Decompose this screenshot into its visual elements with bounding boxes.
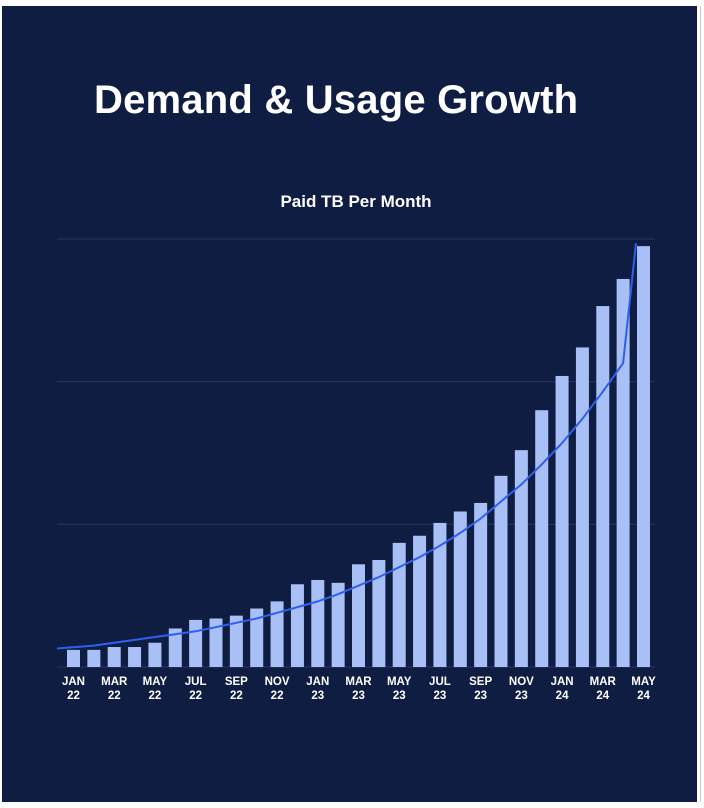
bar-may-23 [392, 542, 406, 667]
bar-apr-22 [128, 647, 142, 667]
bar-aug-23 [453, 511, 467, 667]
bar-jan-24 [555, 375, 569, 667]
x-tick-label: JUL 23 [429, 676, 451, 702]
bar-jun-23 [413, 535, 427, 667]
x-tick-label: SEP 22 [225, 676, 248, 702]
bar-sep-23 [474, 502, 488, 667]
page-title: Demand & Usage Growth [94, 78, 579, 122]
x-tick-label: JAN 23 [306, 676, 329, 702]
bar-nov-23 [514, 450, 528, 667]
x-tick-label: MAR 22 [101, 676, 128, 702]
bar-aug-22 [209, 618, 223, 667]
bar-may-24 [637, 246, 650, 667]
bar-jul-23 [433, 522, 447, 667]
x-tick-label: JUL 22 [185, 676, 207, 702]
bars [67, 246, 650, 667]
bar-feb-24 [575, 347, 589, 667]
x-tick-label: NOV 23 [509, 676, 534, 702]
bar-may-22 [148, 642, 162, 667]
bar-apr-24 [616, 278, 630, 667]
bar-jun-22 [168, 628, 182, 667]
x-tick-label: MAY 22 [143, 676, 168, 702]
bar-dec-23 [535, 410, 549, 667]
bar-jul-22 [189, 619, 203, 667]
page-edge-divider [700, 6, 701, 802]
x-tick-label: NOV 22 [265, 676, 290, 702]
bar-sep-22 [229, 615, 243, 667]
x-tick-label: MAY 23 [387, 676, 412, 702]
bar-mar-24 [596, 306, 610, 667]
bar-oct-22 [250, 608, 264, 667]
bar-oct-23 [494, 475, 508, 667]
bar-mar-22 [107, 647, 121, 667]
bar-apr-23 [372, 560, 386, 667]
bar-jan-22 [67, 649, 80, 667]
trend-line [56, 243, 637, 650]
bar-feb-22 [87, 649, 101, 667]
bar-mar-23 [352, 564, 365, 667]
x-axis-ticks: JAN 22 MAR 22 MAY 22 JUL 22 SEP 22 NOV 22 JAN 23 MAR 23… [62, 676, 656, 702]
bar-feb-23 [331, 582, 345, 667]
x-tick-label: MAR 24 [590, 676, 617, 702]
chart-title: Paid TB Per Month [280, 192, 431, 211]
bar-jan-23 [311, 579, 325, 667]
x-tick-label: MAR 23 [345, 676, 372, 702]
x-tick-label: JAN 24 [551, 676, 574, 702]
bar-dec-22 [290, 584, 304, 667]
x-tick-label: MAY 24 [631, 676, 656, 702]
bar-nov-22 [270, 601, 284, 667]
x-tick-label: SEP 23 [469, 676, 492, 702]
x-tick-label: JAN 22 [62, 676, 85, 702]
